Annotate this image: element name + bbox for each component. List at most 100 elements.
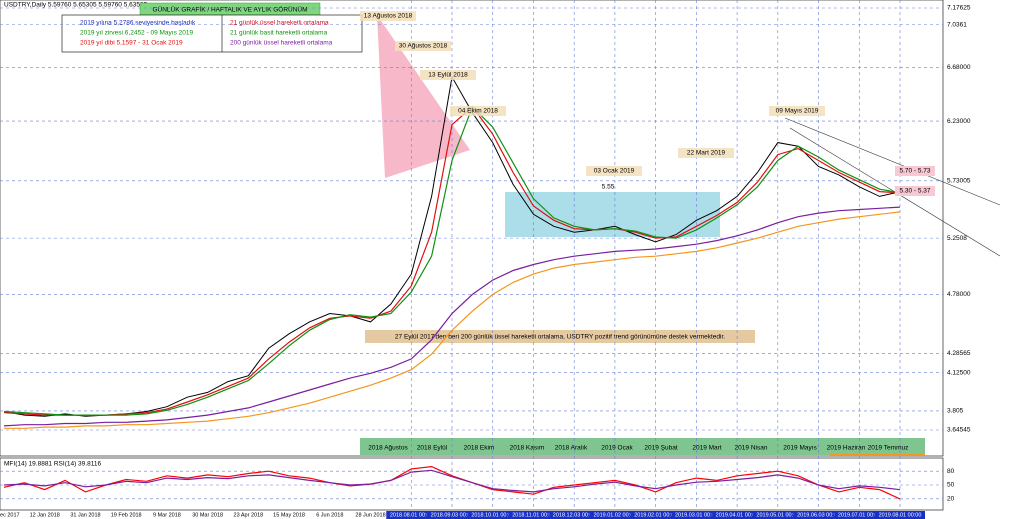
month-label: 2019 Mayıs xyxy=(783,445,817,452)
x-tick-bg xyxy=(549,511,600,519)
x-tick-label: 2018.09.03 00:00 xyxy=(431,512,474,518)
annotation-box xyxy=(586,166,642,176)
x-tick-label: 2019.03.01 00:00 xyxy=(675,512,718,518)
annotation-box xyxy=(395,41,451,51)
y-tick-label: 5.2508 xyxy=(947,235,967,242)
y-tick-label: 3.64545 xyxy=(947,427,971,434)
x-tick-label: 2018.11.01 00:00 xyxy=(512,512,554,518)
series-line xyxy=(3,465,901,500)
series-line xyxy=(3,206,901,427)
x-tick-label: 2019.01.02 00:00 xyxy=(593,512,636,518)
x-tick-label: 12 Jan 2018 xyxy=(30,512,60,518)
legend-entry: 200 günlük üssel hareketli ortalama xyxy=(230,40,333,47)
month-label: 2019 Temmuz xyxy=(868,445,909,452)
x-tick-label: 2019.06.03 00:00 xyxy=(797,512,840,518)
x-tick-label: 22 Dec 2017 xyxy=(0,512,20,518)
y-tick-label: 20 xyxy=(947,496,955,503)
y-tick-label: 4.78000 xyxy=(947,291,971,298)
annotation: 03 Ocak 2019 xyxy=(594,168,635,175)
y-tick-label: 4.28565 xyxy=(947,350,971,357)
annotation: 5.30 - 5.37 xyxy=(899,188,930,195)
month-label: 2019 Nisan xyxy=(735,445,768,452)
y-tick-label: 4.12500 xyxy=(947,369,971,376)
annotation: 13 Ağustos 2018 xyxy=(364,13,413,20)
triangle-pattern xyxy=(377,15,470,178)
note: 2019 yıl dibi 5,1597 - 31 Ocak 2019 xyxy=(80,40,183,47)
x-tick-bg xyxy=(671,511,722,519)
y-tick-label: 6.23000 xyxy=(947,118,971,125)
annotation-box xyxy=(678,148,734,158)
y-tick-label: 5.73005 xyxy=(947,178,971,185)
annotation-box xyxy=(360,11,416,21)
legend-entry: 21 günlük basit hareketli ortalama xyxy=(230,30,328,37)
x-tick-bg xyxy=(793,511,844,519)
month-label: 2019 Mart xyxy=(692,445,721,452)
x-tick-label: 31 Jan 2018 xyxy=(70,512,100,518)
annotation: 22 Mart 2019 xyxy=(687,150,726,157)
month-label: 2018 Kasım xyxy=(510,445,545,452)
x-tick-label: 28 Jun 2018 xyxy=(355,512,385,518)
month-label: 2019 Şubat xyxy=(644,445,677,452)
info-box xyxy=(61,14,363,53)
x-tick-bg xyxy=(386,511,437,519)
x-tick-bg xyxy=(508,511,559,519)
annotation: 09 Mayıs 2019 xyxy=(776,108,819,115)
annotation: 13 Eylül 2018 xyxy=(428,72,468,79)
x-tick-label: 2018.12.03 00:00 xyxy=(553,512,596,518)
y-tick-label: 80 xyxy=(947,468,955,475)
x-tick-label: 30 Mar 2018 xyxy=(192,512,223,518)
series-line xyxy=(4,211,901,429)
x-tick-label: 2019.05.01 00:00 xyxy=(756,512,799,518)
x-tick-bg xyxy=(834,511,885,519)
month-label: 2018 Eylül xyxy=(417,445,448,452)
x-tick-bg xyxy=(712,511,763,519)
y-tick-label: 50 xyxy=(947,482,955,489)
x-tick-label: 2019.08.01 00:00 xyxy=(879,512,922,518)
note: 2019 yıl zirvesi 6,2452 - 09 Mayıs 2019 xyxy=(80,30,193,37)
x-tick-bg xyxy=(427,511,477,519)
annotation-box xyxy=(769,106,825,116)
annotation-box xyxy=(895,186,935,196)
footnote: 27 Eylül 2017'den beri 200 günlük üssel … xyxy=(395,334,725,341)
month-label: 2018 Aralık xyxy=(555,445,588,452)
x-tick-label: 15 May 2018 xyxy=(273,512,305,518)
x-tick-bg xyxy=(752,511,803,519)
footnote-box xyxy=(365,330,755,343)
annotation: 30 Ağustos 2018 xyxy=(399,43,448,50)
x-tick-bg xyxy=(875,511,925,519)
note: 2019 yılına 5,2786 seviyesinde başladık xyxy=(80,20,196,27)
month-strip xyxy=(360,438,925,455)
y-tick-label: 6.68000 xyxy=(947,64,971,71)
indicator-panel xyxy=(0,457,944,511)
header: USDTRY,Daily 5.59760 5.65305 5.59760 5.6… xyxy=(4,2,148,9)
x-tick-label: 2019.02.01 00:00 xyxy=(634,512,677,518)
x-tick-label: 2018.10.01 00:00 xyxy=(471,512,514,518)
annotation-box xyxy=(895,166,935,176)
annotation-box xyxy=(450,106,506,116)
trend-line xyxy=(784,117,1001,206)
x-tick-bg xyxy=(630,511,681,519)
x-tick-bg xyxy=(467,511,518,519)
annotation: 04 Ekim 2018 xyxy=(458,108,498,115)
month-label: 2019 Haziran xyxy=(827,445,866,452)
series-line xyxy=(3,105,901,416)
banner: GÜNLÜK GRAFİK / HAFTALIK VE AYLIK GÖRÜNÜ… xyxy=(152,5,307,14)
annotation-box xyxy=(420,70,476,80)
y-tick-label: 7.17625 xyxy=(947,5,971,12)
legend-entry: 21 günlük üssel hareketli ortalama xyxy=(230,20,329,27)
x-tick-label: 2019.07.01 00:00 xyxy=(838,512,881,518)
x-tick-bg xyxy=(589,511,640,519)
month-label: 2018 Ağustos xyxy=(368,445,408,452)
month-label: 2018 Ekim xyxy=(464,445,495,452)
annotation: 5.55 xyxy=(602,184,615,191)
y-tick-label: 7.0361 xyxy=(947,21,967,28)
x-tick-label: 6 Jun 2018 xyxy=(316,512,343,518)
x-tick-label: 2019.04.01 00:00 xyxy=(716,512,759,518)
annotation: 5.70 - 5.73 xyxy=(899,168,930,175)
indicator-title: MFI(14) 19.8881 RSI(14) 39.8116 xyxy=(4,461,101,468)
month-label: 2019 Ocak xyxy=(601,445,633,452)
y-tick-label: 3.805 xyxy=(947,408,964,415)
main-panel xyxy=(0,0,944,457)
x-tick-label: 23 Apr 2018 xyxy=(234,512,264,518)
